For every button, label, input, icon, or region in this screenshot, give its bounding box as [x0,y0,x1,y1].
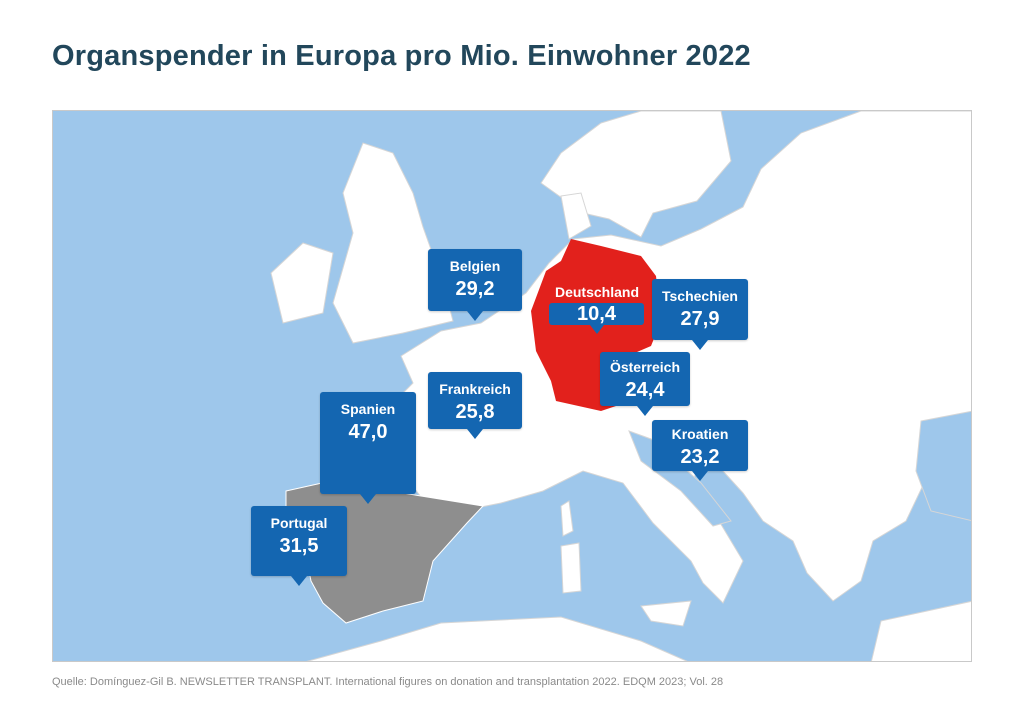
country-label: Belgien [449,258,501,274]
sicily [640,600,692,627]
callout-frankreich: Frankreich 25,8 [428,372,522,439]
country-label-deutschland: Deutschland [554,284,639,300]
country-value: 25,8 [455,401,495,423]
callout-tschechien: Tschechien 27,9 [652,279,748,350]
country-label: Portugal [270,515,328,531]
callout-belgien: Belgien 29,2 [428,249,522,321]
sardinia [560,542,582,594]
country-value: 23,2 [680,446,720,468]
callout-oesterreich: Österreich 24,4 [600,352,690,416]
country-label: Österreich [609,359,681,375]
great-britain [332,142,454,344]
callout-spanien: Spanien 47,0 [320,392,416,504]
country-label: Kroatien [671,426,729,442]
country-value: 24,4 [625,379,665,401]
callout-deutschland: 10,4 [549,303,644,334]
country-value: 29,2 [455,278,495,300]
black-sea [915,410,971,522]
country-label: Tschechien [662,288,738,304]
country-value: 47,0 [348,421,388,443]
country-label: Spanien [340,401,396,417]
page-title: Organspender in Europa pro Mio. Einwohne… [52,40,751,72]
callout-portugal: Portugal 31,5 [251,506,347,586]
corsica [560,500,574,537]
scandinavia [540,111,732,238]
north-africa [306,616,688,661]
country-value: 31,5 [279,535,319,557]
country-value: 27,9 [680,308,720,330]
source-note: Quelle: Domínguez-Gil B. NEWSLETTER TRAN… [52,676,724,688]
ireland [270,242,334,324]
callout-kroatien: Kroatien 23,2 [652,420,748,481]
denmark [560,192,592,240]
turkey [870,600,971,661]
country-label: Frankreich [439,381,511,397]
